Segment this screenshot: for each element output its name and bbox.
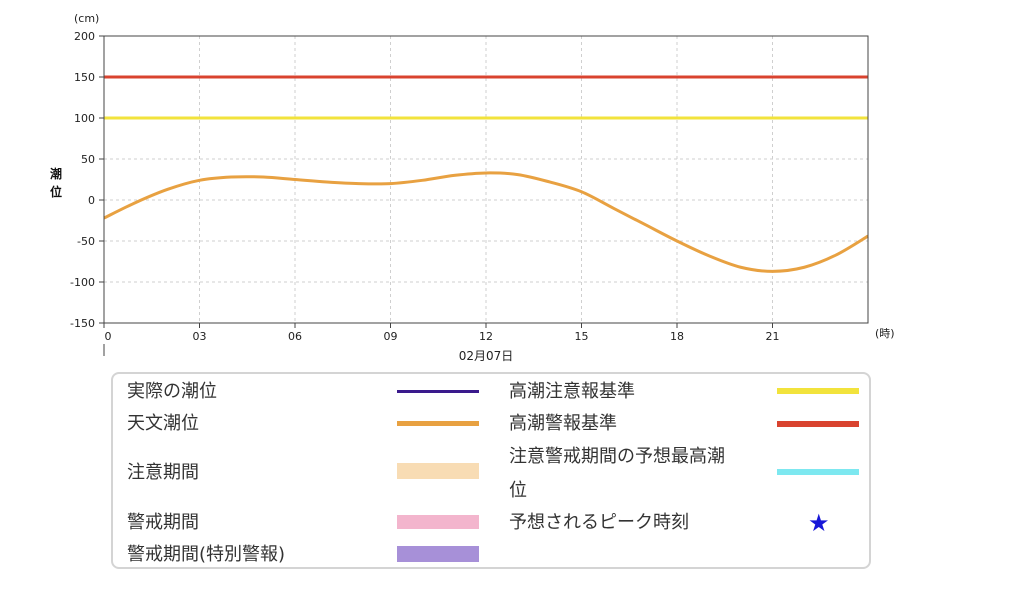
grid: [104, 36, 868, 323]
y-tick-label: 150: [74, 71, 95, 84]
legend-label-astronomical: 天文潮位: [127, 413, 199, 434]
y-axis-title-line1: 潮: [50, 166, 62, 181]
series-line: [103, 171, 869, 273]
y-axis-title-line2: 位: [50, 184, 62, 199]
x-tick-label: 03: [193, 330, 207, 343]
legend-label-peak-time: 予想されるピーク時刻: [509, 512, 689, 533]
legend-swatch-astronomical: [397, 421, 479, 426]
y-tick-label: 100: [74, 112, 95, 125]
legend-label-caution-period: 注意期間: [127, 462, 199, 483]
legend-label-special-warning-period: 警戒期間(特別警報): [127, 544, 286, 565]
x-tick-label: 0: [105, 330, 112, 343]
legend-swatch-actual: [397, 390, 479, 393]
x-unit-label: (時): [875, 327, 895, 340]
tide-chart: (cm) 潮 位 200 150 100 50 0 -50 -100 -150 0 03 06 09…: [50, 12, 895, 363]
star-icon: ★: [808, 509, 830, 537]
x-tick-label: 06: [288, 330, 302, 343]
y-tick-label: -100: [70, 276, 95, 289]
x-tick-label: 15: [575, 330, 589, 343]
y-unit-label: (cm): [74, 12, 99, 25]
reference-lines: [104, 75, 868, 120]
legend-swatch-caution-period: [397, 463, 479, 479]
legend-swatch-special-warning-period: [397, 546, 479, 562]
legend-label-advisory-level: 高潮注意報基準: [509, 381, 635, 402]
y-tick-label: -50: [77, 235, 95, 248]
y-tick-label: 50: [81, 153, 95, 166]
legend: 実際の潮位 天文潮位 注意期間 警戒期間 警戒期間(特別警報) 高潮注意報基準 …: [111, 372, 871, 569]
y-tick-labels: 200 150 100 50 0 -50 -100 -150: [70, 30, 104, 330]
legend-swatch-warning-period: [397, 515, 479, 529]
legend-swatch-forecast-max: [777, 469, 859, 475]
x-tick-label: 18: [670, 330, 684, 343]
y-tick-label: 0: [88, 194, 95, 207]
x-tick-label: 21: [766, 330, 780, 343]
date-label: 02月07日: [459, 349, 514, 363]
legend-swatch-advisory-level: [777, 388, 859, 394]
legend-label-forecast-max: 注意警戒期間の予想最高潮: [509, 446, 725, 467]
y-tick-label: -150: [70, 317, 95, 330]
x-tick-label: 12: [479, 330, 493, 343]
legend-label-warning-level: 高潮警報基準: [509, 413, 617, 434]
legend-label-warning-period: 警戒期間: [127, 512, 199, 533]
series-layer: [103, 171, 869, 273]
x-tick-label: 09: [384, 330, 398, 343]
legend-swatch-warning-level: [777, 421, 859, 427]
y-tick-label: 200: [74, 30, 95, 43]
legend-label-actual: 実際の潮位: [127, 381, 217, 402]
legend-label-forecast-max-2: 位: [509, 480, 527, 501]
x-tick-labels: 0 03 06 09 12 15 18 21: [103, 323, 780, 343]
